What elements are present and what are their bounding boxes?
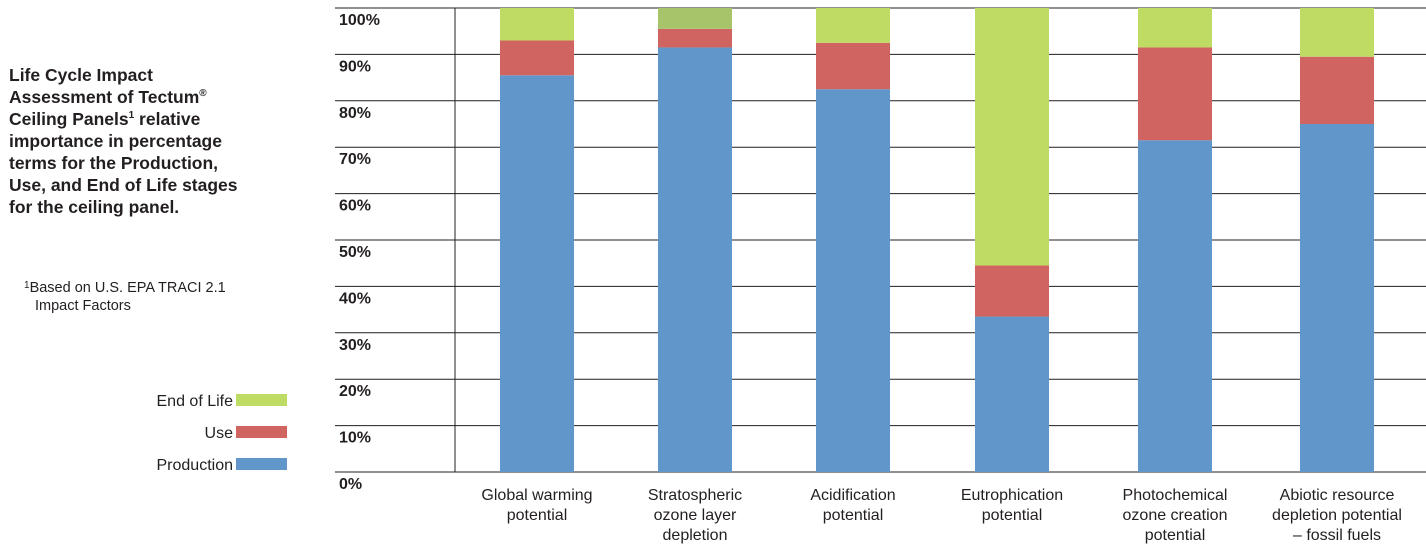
x-category-label-line: Acidification: [810, 487, 895, 504]
y-tick-label: 60%: [339, 198, 371, 215]
bar-production: [500, 75, 574, 472]
x-category-label-line: potential: [823, 507, 884, 524]
x-category-label: Abiotic resource depletion potential – fos…: [1272, 487, 1402, 544]
y-tick-labels: 0% 10% 20% 30% 40% 50% 60% 70% 80% 90% 100%: [339, 12, 380, 493]
bar-end-of-life: [500, 8, 574, 41]
footnote: 1Based on U.S. EPA TRACI 2.1 Impact Fact…: [24, 279, 294, 315]
footnote-line-2: Impact Factors: [35, 298, 131, 314]
x-category-label-line: Global warming: [481, 487, 592, 504]
legend-swatch-use: [236, 426, 287, 438]
x-category-label-line: Abiotic resource: [1280, 487, 1395, 504]
x-category-label-line: – fossil fuels: [1293, 527, 1381, 544]
x-category-label: Photochemical ozone creation potential: [1123, 487, 1228, 544]
bar-use: [816, 42, 890, 90]
y-tick-label: 90%: [339, 58, 371, 75]
bar-production: [816, 89, 890, 472]
bar-end-of-life: [816, 8, 890, 43]
chart-title: Life Cycle Impact Assessment of Tectum® …: [9, 64, 299, 218]
y-tick-label: 30%: [339, 337, 371, 354]
x-category-label-line: Eutrophication: [961, 487, 1063, 504]
y-tick-label: 80%: [339, 105, 371, 122]
bar-end-of-life: [975, 8, 1049, 266]
legend-label-production: Production: [157, 457, 234, 474]
legend-label-end-of-life: End of Life: [157, 393, 234, 410]
footnote-ref: 1: [128, 110, 135, 122]
footnote-mark: 1: [24, 280, 30, 291]
bar-production: [658, 47, 732, 472]
x-category-labels: Global warming potential Stratospheric ozon…: [481, 487, 1402, 544]
bar-use: [975, 265, 1049, 317]
y-tick-label: 0%: [339, 476, 362, 493]
x-category-label-line: depletion potential: [1272, 507, 1402, 524]
legend-swatch-production: [236, 458, 287, 470]
bar-use: [658, 28, 732, 48]
x-category-label: Global warming potential: [481, 487, 592, 524]
bar-end-of-life: [1300, 8, 1374, 57]
registered-mark: ®: [199, 88, 207, 100]
x-category-label-line: ozone creation: [1123, 507, 1228, 524]
x-category-label-line: Photochemical: [1123, 487, 1228, 504]
y-tick-label: 70%: [339, 151, 371, 168]
bar-use: [500, 40, 574, 76]
legend: End of Life Use Production: [157, 393, 287, 474]
bar-end-of-life: [658, 8, 732, 29]
y-tick-label: 40%: [339, 290, 371, 307]
legend-swatch-end-of-life: [236, 394, 287, 406]
bar-use: [1138, 47, 1212, 141]
y-tick-label: 10%: [339, 430, 371, 447]
footnote-line-1: Based on U.S. EPA TRACI 2.1: [29, 280, 226, 296]
x-category-label: Eutrophication potential: [961, 487, 1063, 524]
title-part-2: Ceiling Panels: [9, 109, 129, 129]
y-tick-label: 20%: [339, 383, 371, 400]
bar-production: [1300, 124, 1374, 472]
x-category-label-line: potential: [982, 507, 1043, 524]
x-category-label-line: depletion: [663, 527, 728, 544]
bar-end-of-life: [1138, 8, 1212, 48]
bar-use: [1300, 56, 1374, 124]
y-tick-label: 100%: [339, 12, 380, 29]
bar-production: [1138, 140, 1212, 473]
bars: [500, 8, 1374, 473]
y-tick-label: 50%: [339, 244, 371, 261]
title-part-1: Life Cycle Impact Assessment of Tectum: [9, 65, 200, 107]
title-part-3: relative importance in percentage terms …: [9, 109, 238, 217]
bar-production: [975, 316, 1049, 472]
x-category-label-line: potential: [1145, 527, 1206, 544]
x-category-label-line: ozone layer: [654, 507, 737, 524]
x-category-label-line: Stratospheric: [648, 487, 742, 504]
x-category-label: Stratospheric ozone layer depletion: [648, 487, 742, 544]
legend-label-use: Use: [205, 425, 234, 442]
x-category-label-line: potential: [507, 507, 568, 524]
x-category-label: Acidification potential: [810, 487, 895, 524]
